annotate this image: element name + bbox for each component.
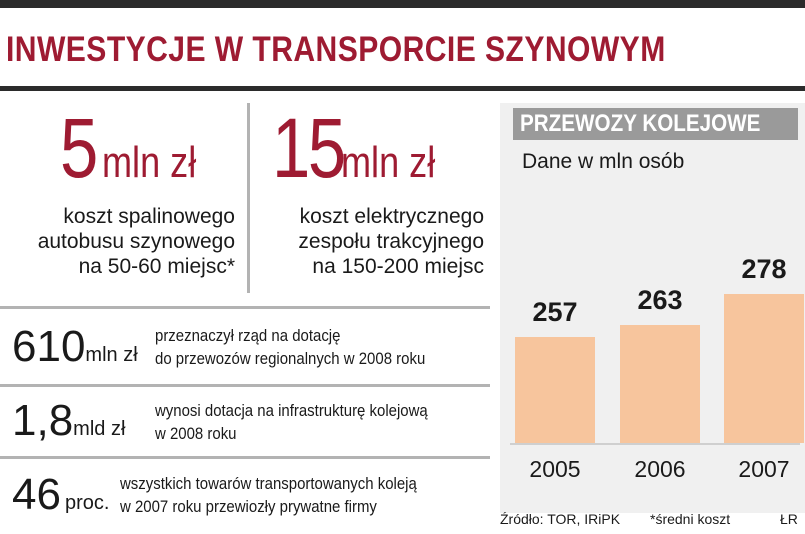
chart-title: PRZEWOZY KOLEJOWE	[520, 110, 761, 137]
column-divider	[247, 103, 250, 293]
stat-value: 46	[12, 470, 61, 519]
stat-unit: proc.	[64, 492, 110, 514]
stat-text-2: wynosi dotacja na infrastrukturę kolejow…	[155, 399, 428, 445]
page-title: INWESTYCJE W TRANSPORCIE SZYNOWYM	[6, 30, 666, 69]
stat-number-3: 46 proc.	[12, 470, 109, 520]
stat-line: wynosi dotacja na infrastrukturę kolejow…	[155, 401, 428, 420]
highlight-description-2: koszt elektrycznego zespołu trakcyjnego …	[262, 204, 484, 279]
highlight-unit: mln zł	[341, 138, 436, 187]
stat-value: 610	[12, 322, 86, 371]
bar-2005	[515, 337, 595, 443]
stat-value: 1,8	[12, 396, 74, 445]
author-initials: ŁR	[780, 511, 798, 527]
category-label-2006: 2006	[634, 456, 686, 482]
top-rule	[0, 0, 805, 8]
description-line: autobusu szynowego	[37, 230, 235, 253]
data-label-2005: 257	[532, 297, 578, 328]
description-line: koszt elektrycznego	[299, 205, 484, 228]
description-line: na 150-200 miejsc	[312, 255, 484, 278]
description-line: koszt spalinowego	[63, 205, 235, 228]
stat-line: do przewozów regionalnych w 2008 roku	[155, 349, 426, 368]
data-label-2006: 263	[637, 284, 683, 315]
bar-2007	[724, 293, 804, 443]
category-label-2007: 2007	[738, 456, 790, 482]
stat-number-1: 610mln zł	[12, 322, 138, 372]
section-divider	[0, 306, 490, 309]
chart-baseline	[510, 443, 800, 445]
category-label-2005: 2005	[529, 456, 581, 482]
stat-unit: mld zł	[73, 418, 126, 440]
highlight-unit: mln zł	[101, 138, 196, 187]
stat-line: przeznaczył rząd na dotację	[155, 326, 341, 345]
highlight-value: 5	[60, 101, 98, 195]
bar-2006	[620, 324, 700, 443]
footnote: *średni koszt	[650, 511, 731, 527]
chart-subtitle: Dane w mln osób	[522, 150, 685, 173]
section-divider	[0, 456, 490, 459]
stat-line: wszystkich towarów transportowanych kole…	[120, 474, 417, 493]
stat-text-3: wszystkich towarów transportowanych kole…	[120, 472, 417, 518]
stat-unit: mln zł	[85, 344, 138, 366]
chart-header	[513, 108, 798, 140]
stat-line: w 2008 roku	[155, 424, 237, 443]
source-note: Źródło: TOR, IRiPK	[500, 511, 621, 527]
description-line: zespołu trakcyjnego	[298, 230, 484, 253]
data-label-2007: 278	[741, 253, 787, 284]
highlight-number-2: 15mln zł	[272, 100, 456, 197]
highlight-description-1: koszt spalinowego autobusu szynowego na …	[20, 204, 235, 279]
stat-text-1: przeznaczył rząd na dotację do przewozów…	[155, 324, 425, 370]
highlight-value: 15	[272, 101, 346, 195]
highlight-number-1: 5 mln zł	[60, 100, 217, 197]
section-divider	[0, 384, 490, 387]
stat-line: w 2007 roku przewiozły prywatne firmy	[120, 497, 377, 516]
description-line: na 50-60 miejsc*	[78, 255, 235, 278]
stat-number-2: 1,8mld zł	[12, 396, 125, 446]
title-rule	[0, 86, 805, 91]
